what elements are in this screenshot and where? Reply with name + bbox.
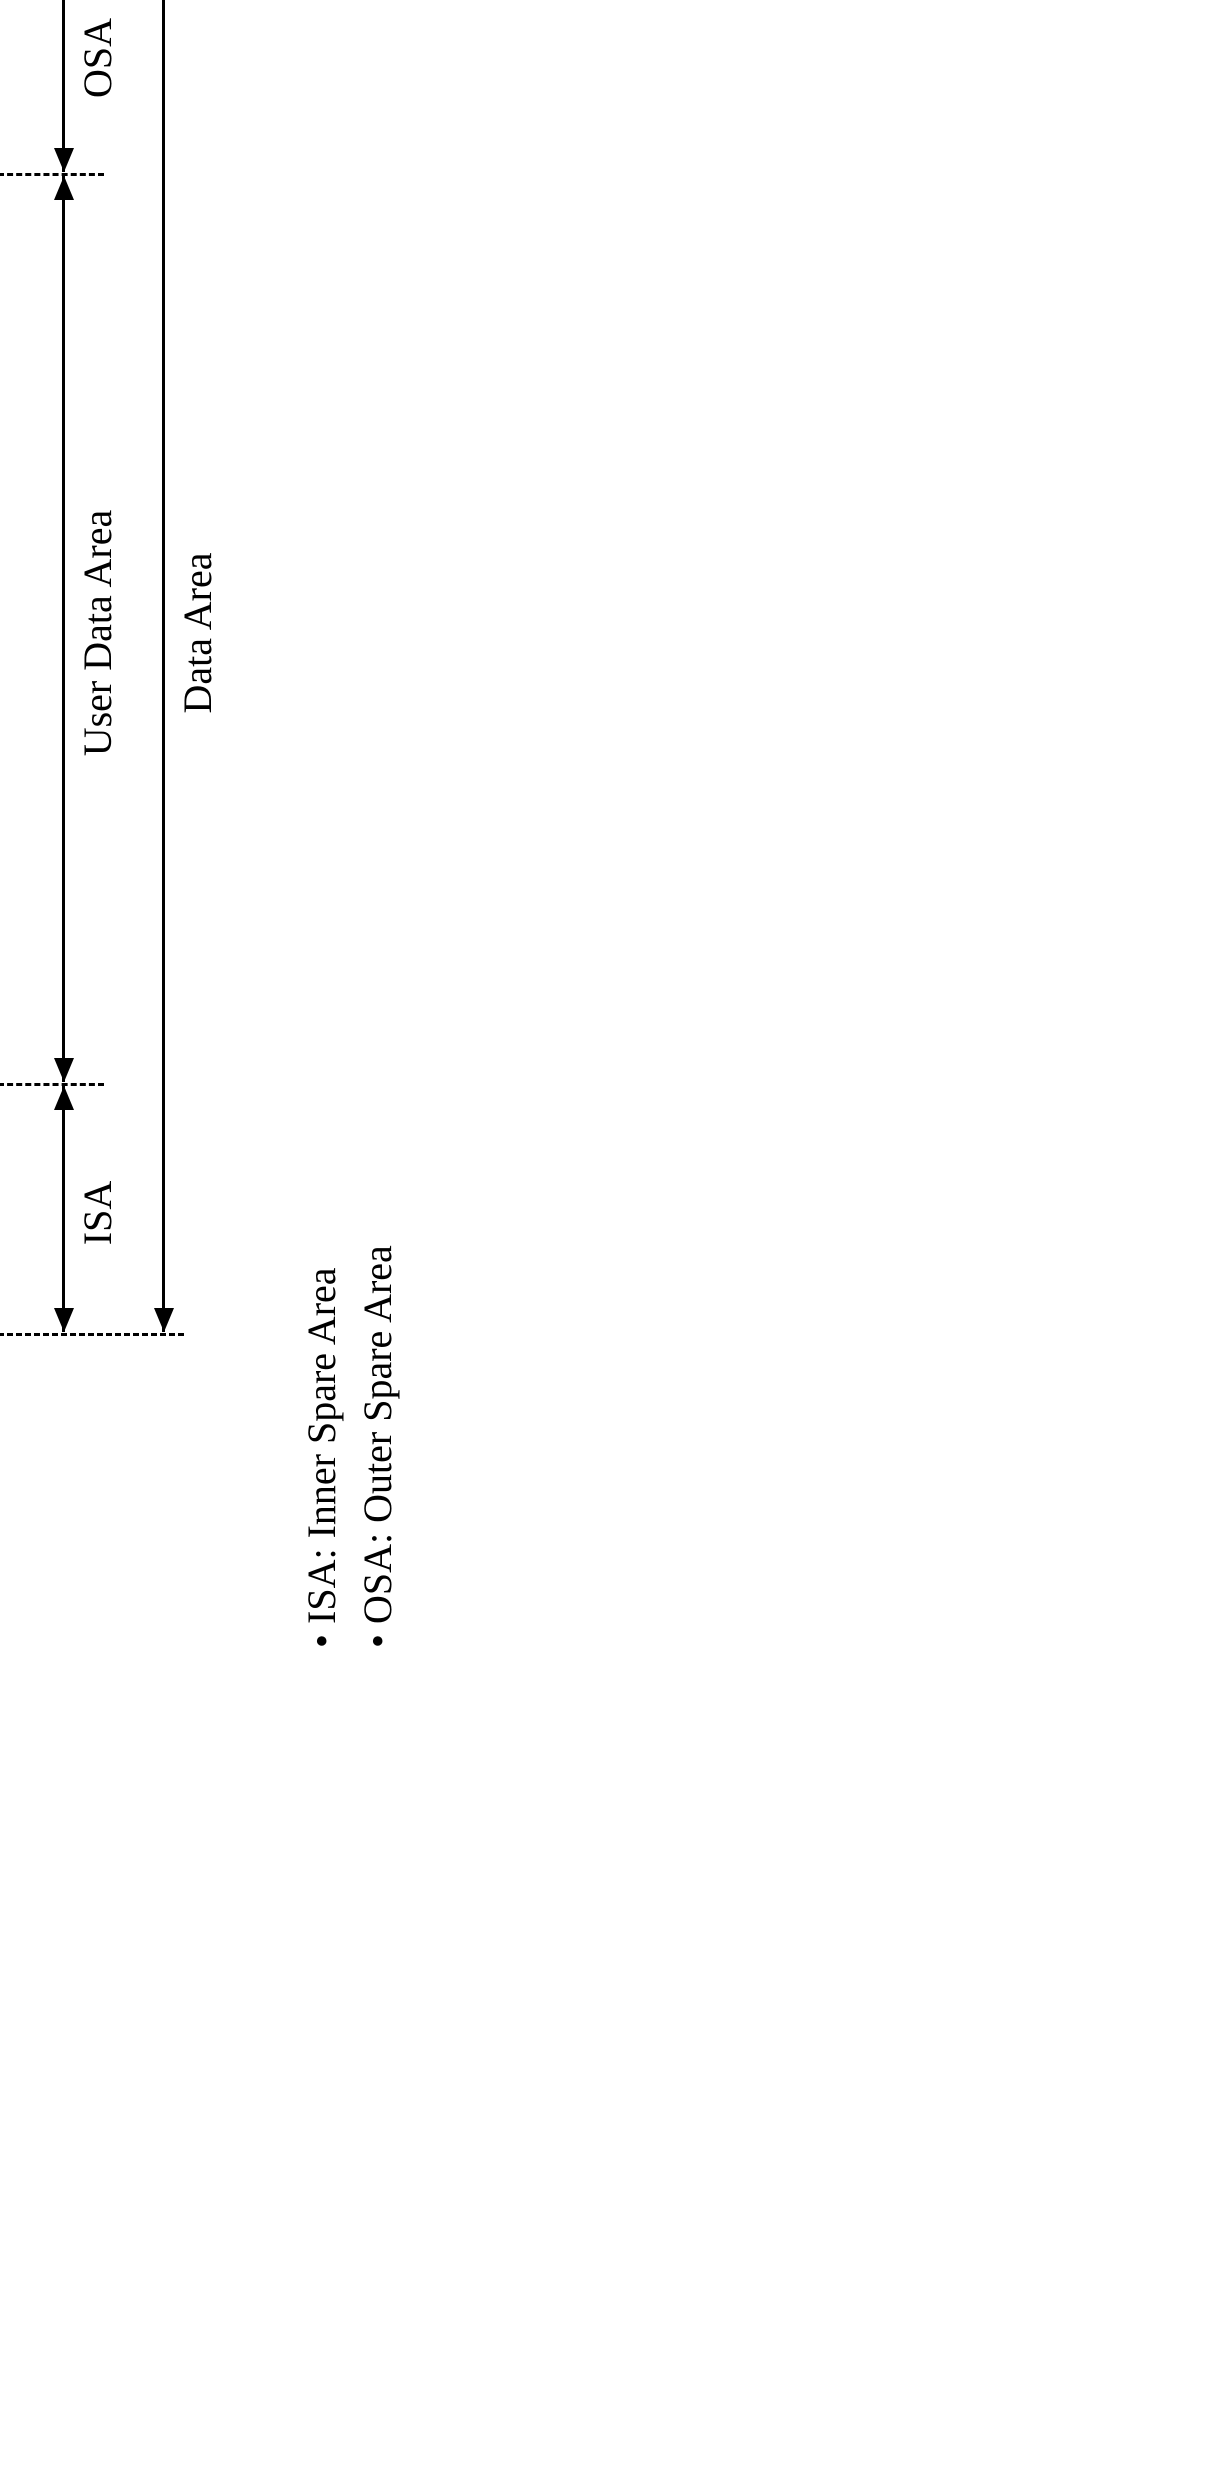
dash-1: [0, 1333, 184, 1336]
dash-3: [0, 173, 104, 176]
da-label: Data Area: [174, 508, 221, 758]
isa-label: ISA: [74, 1158, 121, 1268]
figure-stage: FIG. 1 cluster Lead-In Lead-Out ISA User: [0, 0, 582, 1908]
legend: • ISA: Inner Spare Area • OSA: Outer Spa…: [294, 1245, 406, 1648]
dash-2: [0, 1083, 104, 1086]
da-arrow-line: [162, 0, 165, 1332]
legend-isa: • ISA: Inner Spare Area: [294, 1245, 350, 1648]
uda-label: User Data Area: [74, 458, 121, 808]
isa-arrow-line: [62, 1086, 65, 1332]
isa-arrow-r: [54, 1086, 74, 1110]
uda-arrow-r: [54, 176, 74, 200]
osa-arrow-line: [62, 0, 65, 172]
legend-osa: • OSA: Outer Spare Area: [350, 1245, 406, 1648]
uda-arrow-line: [62, 176, 65, 1082]
osa-label: OSA: [74, 0, 121, 118]
